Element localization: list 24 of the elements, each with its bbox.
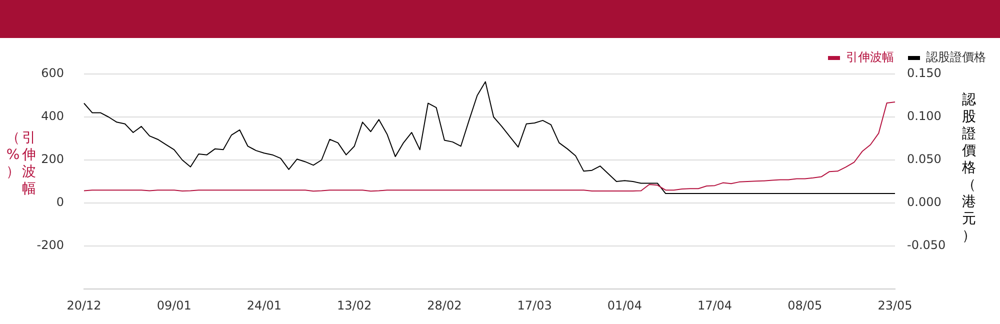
x-tick-label: 17/04 <box>697 298 732 312</box>
x-tick-label: 28/02 <box>427 298 462 312</box>
legend-label: 引伸波幅 <box>846 50 894 64</box>
x-tick-label: 24/01 <box>246 298 282 312</box>
x-tick-label: 09/01 <box>156 298 192 312</box>
y-tick-label: 400 <box>41 109 64 124</box>
x-tick-label: 20/12 <box>66 298 102 312</box>
x-tick-label: 23/05 <box>878 298 912 312</box>
y-tick-label: 200 <box>41 152 64 166</box>
text: 認股證價格（港元） <box>962 92 976 244</box>
x-tick-label: 17/03 <box>517 298 552 312</box>
y-tick-label: 0 <box>56 195 64 210</box>
legend-label: 認股證價格 <box>926 50 986 64</box>
y-tick-label: -200 <box>36 238 64 252</box>
y2-tick-label: 0.100 <box>907 109 942 124</box>
x-tick-label: 13/02 <box>337 298 372 312</box>
y2-tick-label: -0.050 <box>907 238 946 252</box>
x-tick-label: 08/05 <box>788 298 822 312</box>
y2-tick-label: 0.000 <box>907 195 942 210</box>
text: 引伸波幅（%） <box>6 130 36 197</box>
y-tick-label: 600 <box>41 66 64 80</box>
y2-tick-label: 0.050 <box>907 152 942 166</box>
x-tick-label: 01/04 <box>607 298 642 312</box>
y2-tick-label: 0.150 <box>907 66 942 80</box>
